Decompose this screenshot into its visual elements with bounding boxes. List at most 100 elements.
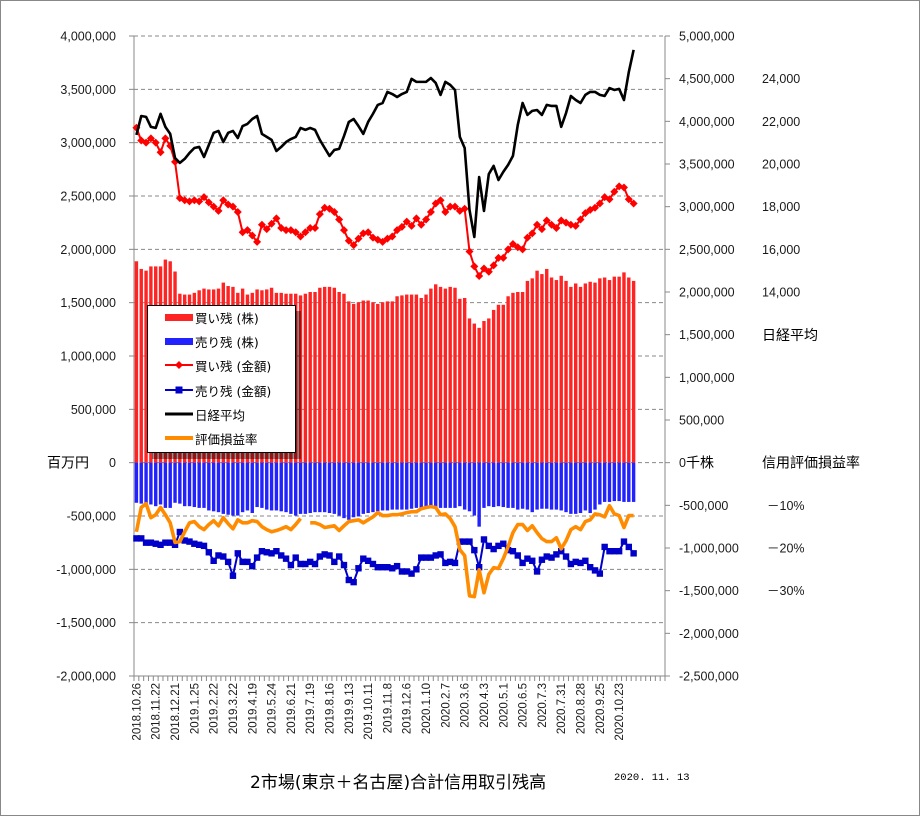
sell-amount-marker <box>162 539 169 546</box>
sell-amount-marker <box>519 559 526 567</box>
x-axis-tick-label: 2020.2.7 <box>440 683 452 728</box>
sell-amount-marker <box>572 558 579 566</box>
sell-amount-marker <box>258 548 266 555</box>
sell-shares-bar <box>163 462 168 508</box>
buy-amount-marker <box>552 224 561 232</box>
sell-shares-bar <box>607 462 612 502</box>
buy-shares-bar <box>448 286 452 463</box>
sell-shares-bar <box>318 462 322 513</box>
buy-amount-marker <box>470 262 479 271</box>
sell-amount-marker <box>176 528 184 536</box>
sell-amount-marker <box>157 541 164 548</box>
buy-shares-bar <box>380 302 385 463</box>
sell-shares-bar <box>593 462 597 510</box>
buy-shares-bar <box>520 292 525 463</box>
buy-amount-marker <box>479 264 488 273</box>
sell-shares-bar <box>564 462 568 513</box>
buy-shares-bar <box>337 292 341 463</box>
sell-shares-bar <box>535 462 539 510</box>
buy-amount-marker <box>228 202 237 211</box>
sell-amount-marker <box>466 538 473 545</box>
right-axis-tick-label: 3,500,000 <box>679 158 735 172</box>
sell-shares-bar <box>308 462 312 514</box>
buy-shares-bar <box>356 302 361 463</box>
legend-label: 売り残 (金額) <box>195 383 272 399</box>
right-axis-tick-label: -1,000,000 <box>679 542 739 556</box>
sell-shares-bar <box>236 462 240 516</box>
x-axis-tick-label: 2020.7.31 <box>556 683 568 734</box>
buy-shares-bar <box>491 309 496 463</box>
sell-amount-marker <box>442 559 449 567</box>
sell-amount-marker <box>224 558 232 566</box>
sell-shares-bar <box>453 462 457 508</box>
legend-item-buy-amount: 買い残 (金額) <box>164 355 271 375</box>
sell-shares-bar <box>549 462 554 510</box>
buy-amount-marker <box>199 193 208 202</box>
buy-shares-bar <box>535 270 539 463</box>
chart-title: 2市場(東京＋名古屋)合計信用取引残高 <box>250 773 547 793</box>
buy-amount-marker <box>282 226 291 235</box>
x-axis-tick-label: 2020.9.25 <box>595 683 607 734</box>
sell-amount-marker <box>345 576 353 584</box>
sell-shares-bar <box>390 462 394 510</box>
sell-amount-marker <box>461 538 468 545</box>
sell-amount-marker <box>413 566 420 573</box>
sell-amount-marker <box>195 541 203 548</box>
sell-shares-bar <box>467 462 472 512</box>
legend-label: 買い残 (株) <box>195 310 259 326</box>
sell-amount-marker <box>562 553 570 560</box>
buy-shares-bar <box>593 282 597 463</box>
sell-shares-bar <box>245 462 250 511</box>
sell-amount-marker <box>191 540 198 547</box>
sell-shares-bar <box>525 462 530 510</box>
sell-amount-marker <box>316 553 324 560</box>
sell-amount-marker <box>142 539 150 546</box>
sell-shares-bar <box>434 462 438 508</box>
buy-shares-bar <box>322 286 327 463</box>
buy-amount-marker <box>441 208 450 216</box>
buy-shares-bar <box>540 274 544 463</box>
sell-amount-marker <box>326 552 333 559</box>
buy-amount-marker <box>243 226 252 235</box>
buy-shares-bar <box>554 280 559 463</box>
buy-shares-bar <box>308 292 312 463</box>
sell-amount-marker <box>567 560 575 568</box>
x-axis-tick-label: 2019.2.22 <box>209 683 221 734</box>
sell-shares-bar <box>298 462 303 514</box>
sell-shares-bar <box>414 462 419 508</box>
left-axis-tick-label: 3,000,000 <box>60 136 116 150</box>
sell-amount-marker <box>553 551 560 558</box>
buy-shares-bar <box>361 300 365 463</box>
sell-shares-bar <box>182 462 187 507</box>
buy-shares-bar <box>578 286 583 463</box>
sell-shares-bar <box>516 462 520 510</box>
sell-amount-marker <box>321 551 328 558</box>
buy-shares-bar <box>573 283 578 463</box>
left-axis-tick-label: 1,000,000 <box>60 350 116 364</box>
sell-shares-bar <box>144 462 148 506</box>
sell-shares-bar <box>342 462 346 519</box>
sell-shares-bar <box>221 462 226 514</box>
sell-amount-marker <box>398 568 406 575</box>
x-axis-tick-label: 2019.5.24 <box>267 682 279 734</box>
sell-shares-bar <box>424 462 428 508</box>
x-axis-tick-label: 2020.1.10 <box>421 683 433 734</box>
buy-amount-marker <box>195 197 204 206</box>
buy-amount-marker <box>446 202 455 211</box>
buy-shares-bar <box>598 278 602 463</box>
legend-label: 日経平均 <box>195 407 246 423</box>
nikkei-axis-title: 日経平均 <box>762 328 818 344</box>
rate-line <box>310 503 634 599</box>
sell-amount-marker <box>379 564 386 571</box>
buy-shares-bar <box>424 294 428 463</box>
buy-amount-marker <box>339 226 348 235</box>
legend-label: 買い残 (金額) <box>195 358 272 374</box>
buy-amount-marker <box>156 148 165 157</box>
buy-amount-marker <box>388 232 397 241</box>
sell-shares-bar <box>332 462 337 514</box>
buy-shares-bar <box>472 323 477 463</box>
legend-label: 評価損益率 <box>195 431 258 447</box>
left-axis-tick-label: -1,500,000 <box>56 616 116 630</box>
buy-amount-marker <box>629 199 638 208</box>
sell-shares-bar <box>448 462 452 508</box>
